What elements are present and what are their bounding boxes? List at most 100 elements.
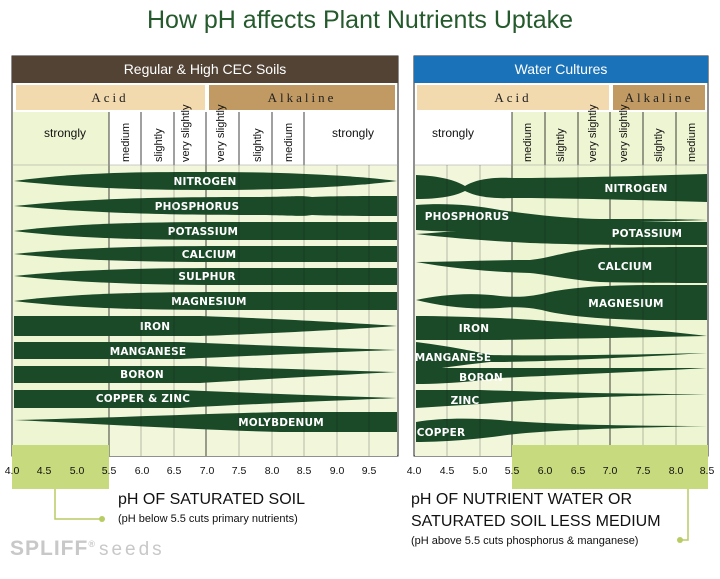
left-alkaline-band <box>209 85 395 110</box>
spliff-seeds-logo: SPLIFF® seeds <box>10 537 165 561</box>
right-optimal-zone <box>512 112 707 456</box>
band-copper-zinc <box>14 390 397 408</box>
right-label-slightly-acid: slightly <box>555 128 567 162</box>
right-alkaline-band <box>613 85 705 110</box>
left-nutrient-calcium: CALCIUM <box>182 249 237 261</box>
right-footer-title-2: SATURATED SOIL LESS MEDIUM <box>411 513 661 530</box>
left-nutrient-molybdenum: MOLYBDENUM <box>238 417 324 429</box>
band-calcium <box>416 247 707 283</box>
left-footer-note: (pH below 5.5 cuts primary nutrients) <box>118 513 298 525</box>
band-nitrogen <box>14 172 397 190</box>
right-nutrient-iron: IRON <box>459 323 490 335</box>
left-nutrient-phosphorus: PHOSPHORUS <box>155 201 240 213</box>
left-bands <box>14 172 397 432</box>
band-manganese <box>416 342 707 372</box>
right-label-strongly-acid: strongly <box>432 126 474 140</box>
left-header-bar <box>12 56 398 83</box>
band-boron <box>14 366 397 383</box>
left-label-medium-alk: medium <box>283 123 295 162</box>
right-label-medium-acid: medium <box>522 123 534 162</box>
right-ticks: 4.0 4.5 5.0 5.5 6.0 6.5 7.0 7.5 8.0 8.5 <box>407 465 715 477</box>
right-tick: 8.5 <box>700 465 715 477</box>
right-footer-note: (pH above 5.5 cuts phosphorus & manganes… <box>411 535 639 547</box>
left-tick: 7.0 <box>200 465 215 477</box>
band-phosphorus <box>416 204 707 232</box>
left-nutrient-nitrogen: NITROGEN <box>173 176 236 188</box>
right-tick: 5.0 <box>473 465 488 477</box>
left-tick: 9.0 <box>330 465 345 477</box>
right-nutrient-magnesium: MAGNESIUM <box>588 298 663 310</box>
left-tick: 6.0 <box>135 465 150 477</box>
band-molybdenum <box>14 412 397 432</box>
left-nutrient-boron: BORON <box>120 369 164 381</box>
left-header-text: Regular & High CEC Soils <box>124 61 287 77</box>
left-tick: 8.0 <box>265 465 280 477</box>
right-label-very-slightly-acid: very slightly <box>587 104 599 162</box>
right-tick: 6.0 <box>538 465 553 477</box>
left-label-slightly-alk: slightly <box>252 128 264 162</box>
right-bands <box>416 174 707 442</box>
right-header-bar <box>414 56 708 83</box>
left-acid-label: Acid <box>91 90 128 105</box>
page-title: How pH affects Plant Nutrients Uptake <box>146 6 574 34</box>
left-label-strongly-alk: strongly <box>332 126 374 140</box>
band-manganese <box>14 342 397 359</box>
band-magnesium <box>14 292 397 310</box>
left-tick: 4.0 <box>5 465 20 477</box>
left-label-very-slightly-alk: very slightly <box>215 104 227 162</box>
band-boron <box>416 368 707 384</box>
left-tick: 6.5 <box>167 465 182 477</box>
left-nutrient-sulphur: SULPHUR <box>178 271 235 283</box>
right-connector-dot <box>677 537 683 543</box>
right-nutrient-nitrogen: NITROGEN <box>604 183 667 195</box>
logo-brand: SPLIFF <box>10 537 89 560</box>
right-header-text: Water Cultures <box>515 61 608 77</box>
left-label-medium-acid: medium <box>120 123 132 162</box>
left-nutrient-iron: IRON <box>140 321 171 333</box>
left-nutrient-copper-zinc: COPPER & ZINC <box>96 393 190 405</box>
right-tick: 4.5 <box>440 465 455 477</box>
left-panel: Regular & High CEC Soils Acid Alkaline s… <box>5 55 399 522</box>
left-acid-band <box>16 85 205 110</box>
band-iron <box>416 316 707 340</box>
left-nutrient-magnesium: MAGNESIUM <box>171 296 246 308</box>
right-label-slightly-alk: slightly <box>653 128 665 162</box>
band-zinc <box>416 390 707 408</box>
right-nutrient-zinc: ZINC <box>451 395 480 407</box>
left-tick: 5.5 <box>102 465 117 477</box>
left-tick: 5.0 <box>70 465 85 477</box>
left-label-strongly-acid: strongly <box>44 126 86 140</box>
band-potassium <box>416 221 707 245</box>
right-tick: 4.0 <box>407 465 422 477</box>
logo-reg: ® <box>88 539 96 549</box>
left-nutrient-potassium: POTASSIUM <box>168 226 238 238</box>
right-connector <box>682 489 689 541</box>
right-acid-label: Acid <box>494 90 531 105</box>
right-label-very-slightly-alk: very slightly <box>618 104 630 162</box>
band-calcium <box>14 246 397 262</box>
left-footer-title: pH OF SATURATED SOIL <box>118 491 305 508</box>
right-label-medium-alk: medium <box>686 123 698 162</box>
right-tick: 8.0 <box>669 465 684 477</box>
right-nutrient-copper: COPPER <box>417 427 465 439</box>
right-tick: 5.5 <box>505 465 520 477</box>
left-connector <box>54 489 100 520</box>
right-tick: 6.5 <box>571 465 586 477</box>
right-tick: 7.5 <box>636 465 651 477</box>
band-phosphorus <box>14 196 397 216</box>
right-tick: 7.0 <box>603 465 618 477</box>
right-footer-title-1: pH OF NUTRIENT WATER OR <box>411 491 633 508</box>
left-label-very-slightly-acid: very slightly <box>180 104 192 162</box>
left-tick: 4.5 <box>37 465 52 477</box>
band-nitrogen <box>416 174 707 202</box>
right-panel: Water Cultures Acid Alkaline strongly me… <box>407 55 715 543</box>
band-copper <box>416 418 707 442</box>
band-sulphur <box>14 268 397 285</box>
band-potassium <box>14 222 397 240</box>
left-tick: 7.5 <box>232 465 247 477</box>
right-nutrient-manganese: MANGANESE <box>415 352 492 364</box>
left-ticks: 4.0 4.5 5.0 5.5 6.0 6.5 7.0 7.5 8.0 8.5 … <box>5 465 377 477</box>
band-magnesium <box>416 285 707 320</box>
left-alkaline-label: Alkaline <box>268 90 337 105</box>
